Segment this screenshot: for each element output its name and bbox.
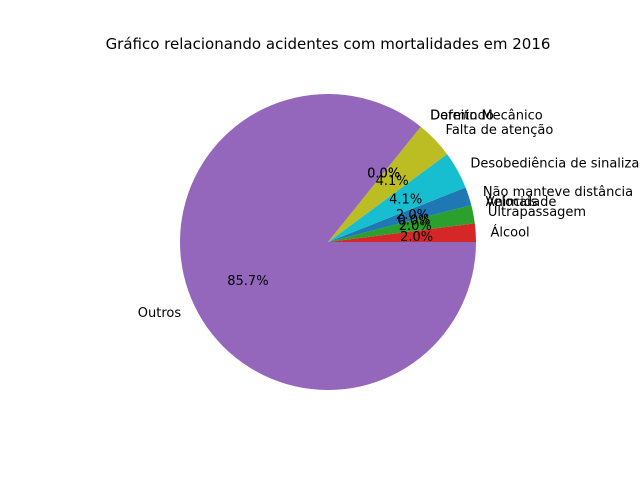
slice-percent-falta-de-atencao: 4.1% xyxy=(376,174,409,189)
slice-percent-alcool: 2.0% xyxy=(400,230,433,245)
slice-label-dormindo: Dormindo xyxy=(430,109,494,124)
slice-label-defeito-mecanico: Defeito Mecânico xyxy=(430,109,543,124)
slice-percent-desobediencia-de-sinalizacao: 4.1% xyxy=(389,192,422,207)
slice-percent-dormindo: 0.0% xyxy=(367,166,400,181)
slice-label-outros: Outros xyxy=(138,306,182,321)
pie-slice-falta-de-atencao xyxy=(328,126,448,242)
pie-slices xyxy=(180,94,476,391)
slice-percent-defeito-mecanico: 0.0% xyxy=(367,166,400,181)
slice-percent-outros: 85.7% xyxy=(227,274,268,289)
pie-slice-ultrapassagem xyxy=(328,205,475,242)
slice-percent-ultrapassagem: 2.0% xyxy=(399,219,432,234)
pie-slice-outros xyxy=(180,94,476,391)
pie-slice-nao-manteve-distancia xyxy=(328,187,472,242)
slice-percent-nao-manteve-distancia: 2.0% xyxy=(396,208,429,223)
slice-label-nao-manteve-distancia: Não manteve distância xyxy=(483,185,633,200)
slice-percent-velocidade: 0.0% xyxy=(397,213,430,228)
slice-label-velocidade: Velocidade xyxy=(486,195,557,210)
slice-label-desobediencia-de-sinalizacao: Desobediência de sinalização xyxy=(470,157,640,172)
slice-label-alcool: Álcool xyxy=(490,224,529,240)
slice-percent-animais: 0.0% xyxy=(397,213,430,228)
chart-title: Gráfico relacionando acidentes com morta… xyxy=(106,35,551,53)
pie-labels: Álcool 2.0% Ultrapassagem 2.0% Velocidade 0.0… xyxy=(138,109,640,321)
pie-slice-desobediencia-de-sinalizacao xyxy=(328,154,466,242)
pie-slice-alcool xyxy=(328,223,476,242)
slice-label-animais: Animais xyxy=(486,195,538,210)
slice-label-ultrapassagem: Ultrapassagem xyxy=(488,205,586,220)
slice-label-falta-de-atencao: Falta de atenção xyxy=(446,123,554,138)
